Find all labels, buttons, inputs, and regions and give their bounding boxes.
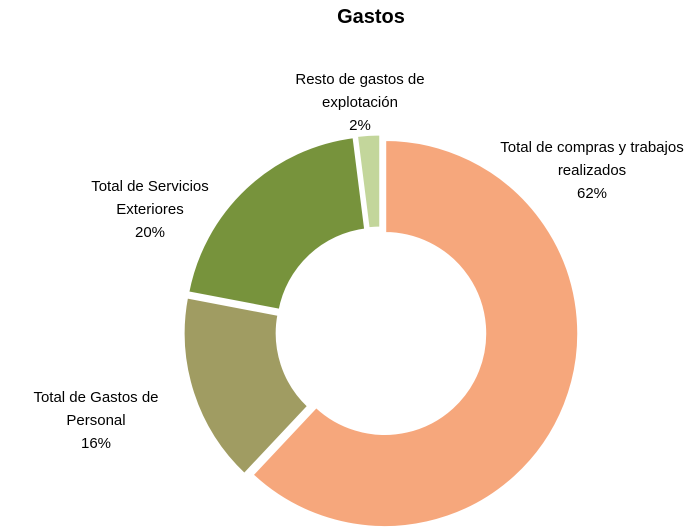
chart-title: Gastos — [337, 6, 405, 28]
slice — [354, 132, 383, 231]
slice — [249, 137, 581, 529]
slice — [181, 295, 311, 477]
value-label: 16% — [80, 435, 112, 452]
slice-label: Total de Gastos de Personal 16% — [6, 386, 186, 455]
slice-label: Total de Servicios Exteriores 20% — [60, 175, 240, 244]
category-label: Total de Gastos de Personal — [33, 389, 159, 429]
slice — [185, 134, 368, 313]
slice-label: Resto de gastos de explotación 2% — [260, 68, 460, 137]
category-label: Total de compras y trabajos realizados — [500, 139, 684, 179]
category-label: Resto de gastos de explotación — [295, 71, 425, 111]
value-label: 2% — [349, 117, 371, 134]
category-label: Total de Servicios Exteriores — [91, 178, 209, 218]
value-label: 20% — [134, 224, 166, 241]
value-label: 62% — [576, 185, 608, 202]
slice-label: Total de compras y trabajos realizados 62… — [497, 136, 687, 205]
